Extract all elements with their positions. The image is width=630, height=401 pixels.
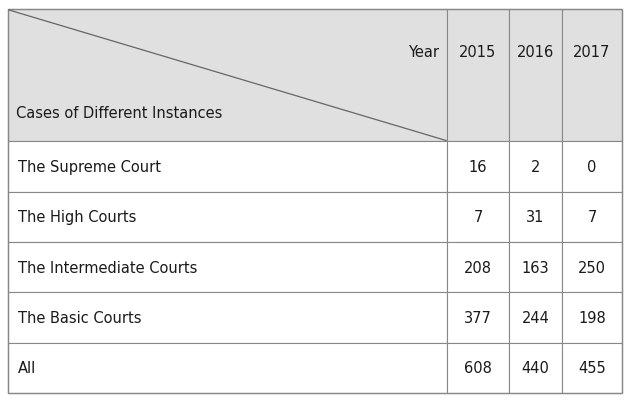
Text: 7: 7 [587,210,597,225]
Bar [562,10,622,142]
Text: Year: Year [408,45,439,60]
Bar [562,293,622,343]
Text: 455: 455 [578,360,606,375]
Text: 0: 0 [587,160,597,175]
Text: 31: 31 [526,210,545,225]
Text: 244: 244 [522,310,549,325]
Text: 250: 250 [578,260,606,275]
Bar [447,192,509,243]
Text: 7: 7 [473,210,483,225]
Text: 2: 2 [531,160,540,175]
Text: 163: 163 [522,260,549,275]
Bar [8,243,447,293]
Bar [447,142,509,192]
Bar [8,343,447,393]
Text: 377: 377 [464,310,492,325]
Bar [509,192,562,243]
Text: The Intermediate Courts: The Intermediate Courts [18,260,197,275]
Text: The Supreme Court: The Supreme Court [18,160,161,175]
Bar [562,142,622,192]
Text: 198: 198 [578,310,606,325]
Text: Cases of Different Instances: Cases of Different Instances [16,105,222,121]
Bar [447,293,509,343]
Bar [509,10,562,142]
Text: 440: 440 [522,360,549,375]
Text: 2015: 2015 [459,45,496,60]
Bar [447,243,509,293]
Bar [509,293,562,343]
Text: 2017: 2017 [573,45,610,60]
Bar [509,243,562,293]
Text: All: All [18,360,37,375]
Bar [447,343,509,393]
Bar [8,293,447,343]
Bar [562,192,622,243]
Bar [8,142,447,192]
Bar [8,192,447,243]
Bar [562,243,622,293]
Text: 2016: 2016 [517,45,554,60]
Text: 16: 16 [469,160,487,175]
Text: 208: 208 [464,260,492,275]
Text: 608: 608 [464,360,492,375]
Bar [447,10,509,142]
Bar [509,343,562,393]
Text: The High Courts: The High Courts [18,210,136,225]
Text: The Basic Courts: The Basic Courts [18,310,142,325]
Bar [509,142,562,192]
Bar [8,10,447,142]
Bar [562,343,622,393]
